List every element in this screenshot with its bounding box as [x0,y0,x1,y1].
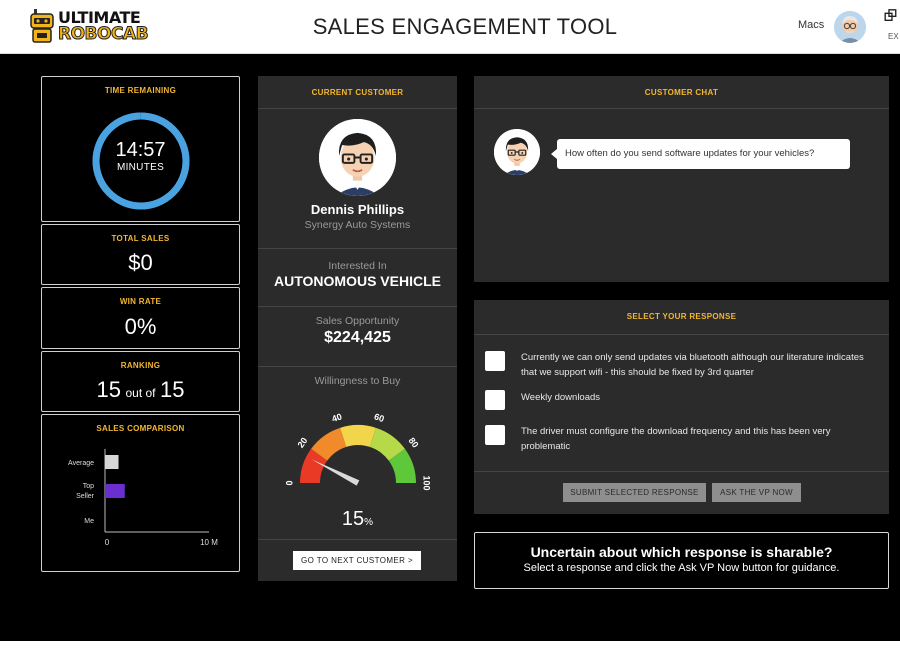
exit-icon: ⮺ [884,8,897,25]
response-checkbox-2[interactable] [485,390,505,410]
app-header: ULTIMATE ROBOCAB SALES ENGAGEMENT TOOL M… [0,0,900,54]
current-customer-panel: CURRENT CUSTOMER Dennis Phillips Synergy… [258,76,457,581]
response-option-2[interactable]: Weekly downloads [521,392,601,403]
time-remaining-panel: TIME REMAINING 14:57 MINUTES [41,76,240,222]
guidance-box: Uncertain about which response is sharab… [474,532,889,589]
ranking-value: 15 out of 15 [42,377,239,403]
gauge-needle [311,459,360,486]
elderly-user-icon [834,11,866,43]
response-checkbox-1[interactable] [485,351,505,371]
robot-icon [30,9,54,43]
win-rate-panel: WIN RATE 0% [41,287,240,349]
gauge-tick-label: 100 [422,475,432,490]
willingness-value: 15% [258,508,457,531]
sales-comparison-chart: Average Top Seller Me 0 10 M [68,449,218,547]
exit-label: EX [888,32,899,41]
logo-line-robocab: ROBOCAB [57,24,149,44]
chart-bar [105,455,119,469]
current-customer-title: CURRENT CUSTOMER [311,88,404,97]
gauge-tick-label: 80 [407,436,421,450]
sales-comparison-title: SALES COMPARISON [96,424,185,433]
interest-label: Interested In [328,260,387,272]
logo-wordmark: ULTIMATE ROBOCAB [57,8,149,44]
submit-response-button[interactable]: SUBMIT SELECTED RESPONSE [563,483,706,502]
divider [474,108,889,109]
timer-ring [92,112,190,210]
chart-category-label: Me [84,518,94,525]
customer-name: Dennis Phillips [310,202,405,217]
divider [258,248,457,249]
select-response-title: SELECT YOUR RESPONSE [626,312,737,321]
divider [258,539,457,540]
response-checkbox-3[interactable] [485,425,505,445]
win-rate-value: 0% [124,314,157,339]
gauge-segment [300,448,328,483]
select-response-panel: SELECT YOUR RESPONSE Currently we can on… [474,300,889,514]
willingness-number: 15 [341,508,365,530]
gauge-segment [369,427,405,461]
customer-chat-title: CUSTOMER CHAT [644,88,719,97]
gauge-tick-label: 40 [330,411,343,424]
gauge-tick-label: 20 [295,436,309,450]
gauge-tick-label: 60 [373,411,386,424]
gauge-segment [340,425,376,447]
total-sales-title: TOTAL SALES [111,234,170,243]
total-sales-panel: TOTAL SALES $0 [41,224,240,285]
timer-time: 14:57 [115,139,166,161]
customer-avatar [319,119,396,196]
user-name: Macs [798,19,825,31]
exit-button[interactable]: ⮺ EX [884,5,900,45]
willingness-unit: % [364,517,374,528]
sales-comparison-panel: SALES COMPARISON Average Top Seller Me 0 10 M [41,414,240,572]
interest-value: AUTONOMOUS VEHICLE [274,273,441,289]
sales-opportunity-label: Sales Opportunity [315,315,400,327]
customer-chat-panel: CUSTOMER CHAT How often do you send soft… [474,76,889,282]
footer-bar [0,641,900,650]
response-option-3[interactable]: The driver must configure the download f… [521,426,831,452]
sales-opportunity-value: $224,425 [324,329,391,346]
robocab-logo[interactable]: ULTIMATE ROBOCAB [30,7,149,47]
ask-vp-button[interactable]: ASK THE VP NOW [712,483,801,502]
customer-company: Synergy Auto Systems [304,219,411,231]
gauge-segment [388,448,416,483]
time-remaining-title: TIME REMAINING [104,86,177,95]
chat-message-bubble: How often do you send software updates f… [551,139,850,169]
guidance-text: Select a response and click the Ask VP N… [523,562,840,574]
chart-tick-label: 0 [105,538,110,547]
divider [474,471,889,472]
chart-category-label: Average [68,460,94,467]
divider [474,334,889,335]
customer-portrait-icon [319,119,396,196]
gauge-segment [311,427,347,461]
customer-portrait-icon [494,129,540,175]
total-sales-value: $0 [128,250,153,275]
win-rate-title: WIN RATE [119,297,162,306]
timer-unit: MINUTES [116,162,165,173]
willingness-gauge: 0 20 40 60 80 100 [284,411,432,490]
willingness-label: Willingness to Buy [314,375,401,387]
page-title: SALES ENGAGEMENT TOOL [312,14,618,39]
ranking-out-of: out of [125,386,156,400]
timer-progress-arc [92,112,190,210]
next-customer-button[interactable]: GO TO NEXT CUSTOMER > [293,551,421,570]
ranking-total: 15 [159,377,185,402]
guidance-headline: Uncertain about which response is sharab… [530,544,833,560]
divider [258,108,457,109]
divider [258,366,457,367]
ranking-title: RANKING [120,361,161,370]
logo-line-ultimate: ULTIMATE [58,8,141,27]
chart-category-label: Top [83,483,94,490]
user-avatar[interactable] [834,11,866,43]
ranking-position: 15 [96,377,122,402]
chart-category-label: Seller [76,493,95,500]
ranking-panel: RANKING 15 out of 15 [41,351,240,412]
chart-tick-label: 10 M [200,538,218,547]
response-option-1[interactable]: Currently we can only send updates via b… [521,352,864,378]
chat-customer-avatar [494,129,540,175]
chart-bar [105,484,125,498]
gauge-tick-label: 0 [284,480,294,485]
divider [258,306,457,307]
